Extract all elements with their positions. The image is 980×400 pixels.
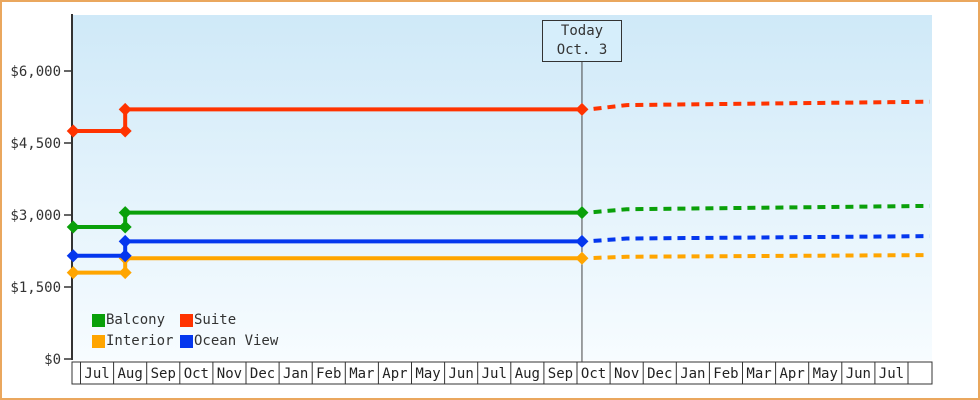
today-label: Today bbox=[560, 23, 604, 39]
x-axis-month-label: Apr bbox=[780, 366, 805, 382]
chart-legend: Balcony Suite Interior Ocean View bbox=[92, 312, 278, 349]
data-point-marker-balcony bbox=[118, 206, 132, 220]
series-forecast-suite bbox=[593, 99, 930, 111]
x-axis-month-label: Jan bbox=[680, 366, 705, 382]
data-point-marker-suite bbox=[66, 124, 80, 138]
x-axis-month-label: Sep bbox=[151, 366, 176, 382]
x-axis-month-label: Sep bbox=[548, 366, 573, 382]
series-line-ocean-view bbox=[73, 239, 582, 258]
x-axis-month-label: Aug bbox=[515, 366, 540, 382]
x-axis-month-label: May bbox=[813, 366, 838, 382]
x-axis-month-label: Feb bbox=[713, 366, 738, 382]
data-point-marker-ocean-view bbox=[575, 234, 589, 248]
series-forecast-interior bbox=[593, 253, 930, 260]
x-axis-month-label: Oct bbox=[184, 366, 209, 382]
x-axis-month-label: Apr bbox=[382, 366, 407, 382]
y-axis-label: $0 bbox=[44, 352, 61, 368]
x-axis-month-label: Feb bbox=[316, 366, 341, 382]
data-point-marker-balcony bbox=[66, 220, 80, 234]
ocean-view-color-swatch bbox=[180, 334, 193, 348]
x-axis-month-label: Jun bbox=[449, 366, 474, 382]
x-axis-month-label: Jul bbox=[84, 366, 109, 382]
legend-label-suite: Suite bbox=[194, 312, 237, 328]
y-axis-label: $1,500 bbox=[10, 280, 61, 296]
legend-item-ocean-view: Ocean View bbox=[180, 333, 278, 349]
series-forecast-balcony bbox=[593, 203, 930, 215]
y-axis-label: $6,000 bbox=[10, 64, 61, 80]
x-axis-month-label: Aug bbox=[118, 366, 143, 382]
y-axis-label: $3,000 bbox=[10, 208, 61, 224]
x-axis-month-label: Dec bbox=[250, 366, 275, 382]
data-point-marker-ocean-view bbox=[66, 249, 80, 263]
legend-item-interior: Interior bbox=[92, 333, 180, 349]
today-date: Oct. 3 bbox=[556, 42, 608, 58]
data-point-marker-suite bbox=[575, 102, 589, 116]
x-axis-month-label: Dec bbox=[647, 366, 672, 382]
x-axis-month-label: Mar bbox=[746, 366, 771, 382]
series-line-balcony bbox=[73, 210, 582, 229]
data-point-marker-ocean-view bbox=[118, 249, 132, 263]
x-axis-month-label: May bbox=[415, 366, 440, 382]
series-line-interior bbox=[73, 256, 582, 275]
y-axis-label: $4,500 bbox=[10, 136, 61, 152]
x-axis-month-label: Jul bbox=[879, 366, 904, 382]
data-point-marker-interior bbox=[575, 251, 589, 265]
interior-color-swatch bbox=[92, 334, 105, 348]
data-point-marker-suite bbox=[118, 102, 132, 116]
legend-label-balcony: Balcony bbox=[106, 312, 166, 328]
today-marker-box: Today Oct. 3 bbox=[542, 20, 622, 62]
data-point-marker-suite bbox=[118, 124, 132, 138]
data-point-marker-interior bbox=[118, 266, 132, 280]
x-axis-month-label: Jan bbox=[283, 366, 308, 382]
x-axis-strip bbox=[71, 361, 933, 385]
x-axis-month-label: Jul bbox=[482, 366, 507, 382]
data-point-marker-interior bbox=[66, 266, 80, 280]
x-axis-month-label: Mar bbox=[349, 366, 374, 382]
legend-item-suite: Suite bbox=[180, 312, 278, 328]
suite-color-swatch bbox=[180, 313, 193, 327]
plot-area bbox=[73, 15, 932, 360]
legend-label-ocean-view: Ocean View bbox=[194, 333, 279, 349]
balcony-color-swatch bbox=[92, 313, 105, 327]
data-point-marker-ocean-view bbox=[118, 234, 132, 248]
x-axis-month-label: Jun bbox=[846, 366, 871, 382]
data-point-marker-balcony bbox=[118, 220, 132, 234]
series-line-suite bbox=[73, 107, 582, 133]
x-axis-month-label: Nov bbox=[217, 366, 242, 382]
x-axis-month-label: Nov bbox=[614, 366, 639, 382]
legend-label-interior: Interior bbox=[106, 333, 174, 349]
series-forecast-ocean-view bbox=[593, 234, 930, 243]
data-point-marker-balcony bbox=[575, 206, 589, 220]
legend-item-balcony: Balcony bbox=[92, 312, 180, 328]
x-axis-month-label: Oct bbox=[581, 366, 606, 382]
